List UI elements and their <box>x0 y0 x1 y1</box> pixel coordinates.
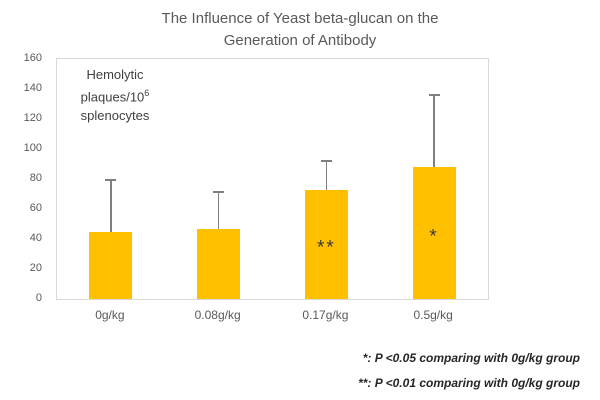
y-tick-label-100: 100 <box>23 142 42 154</box>
chart-title: The Influence of Yeast beta-glucan on th… <box>161 10 439 49</box>
annotation-line-2: plaques/106 <box>80 88 150 105</box>
footnote-p-0-05: *: P <0.05 comparing with 0g/kg group <box>362 351 580 365</box>
y-axis-unit-annotation: Hemolytic plaques/106 splenocytes <box>65 65 165 125</box>
bar-4 <box>412 167 456 299</box>
error-bar-1 <box>110 179 112 232</box>
footnotes: *: P <0.05 comparing with 0g/kg group **… <box>358 351 580 391</box>
error-bar-cap-2 <box>213 191 225 193</box>
y-tick-label-0: 0 <box>35 292 42 304</box>
y-tick-label-20: 20 <box>29 262 42 274</box>
error-bar-cap-3 <box>320 159 332 162</box>
y-tick-label-60: 60 <box>29 202 42 214</box>
y-tick-label-140: 140 <box>23 82 42 94</box>
x-tick-label-4: 0.5g/kg <box>413 308 453 322</box>
y-tick-label-120: 120 <box>23 112 42 124</box>
plot-area: Hemolytic plaques/106 splenocytes ** * <box>56 58 489 300</box>
significance-marker-4: * <box>429 226 439 248</box>
y-tick-label-160: 160 <box>23 52 42 64</box>
x-tick-label-2: 0.08g/kg <box>194 308 241 322</box>
superscript-exponent: 6 <box>144 88 150 98</box>
bar-2 <box>197 228 241 299</box>
significance-marker-3: ** <box>316 237 336 259</box>
error-bar-cap-1 <box>105 179 117 181</box>
y-axis: 0 20 40 60 80 100 120 140 160 <box>0 52 48 304</box>
footnote-p-0-01: **: P <0.01 comparing with 0g/kg group <box>358 376 580 390</box>
x-axis: 0g/kg 0.08g/kg 0.17g/kg 0.5g/kg <box>56 308 489 328</box>
y-tick-label-40: 40 <box>29 232 42 244</box>
x-tick-label-3: 0.17g/kg <box>302 308 349 322</box>
error-bar-4 <box>433 93 435 167</box>
bar-3 <box>304 189 348 299</box>
y-tick-label-80: 80 <box>29 172 42 184</box>
x-tick-label-1: 0g/kg <box>95 308 125 322</box>
annotation-line-3: splenocytes <box>80 108 150 124</box>
error-bar-cap-4 <box>428 93 440 96</box>
error-bar-3 <box>325 159 328 190</box>
annotation-line-1: Hemolytic <box>86 67 144 82</box>
bar-1 <box>89 231 133 299</box>
error-bar-2 <box>217 191 220 229</box>
